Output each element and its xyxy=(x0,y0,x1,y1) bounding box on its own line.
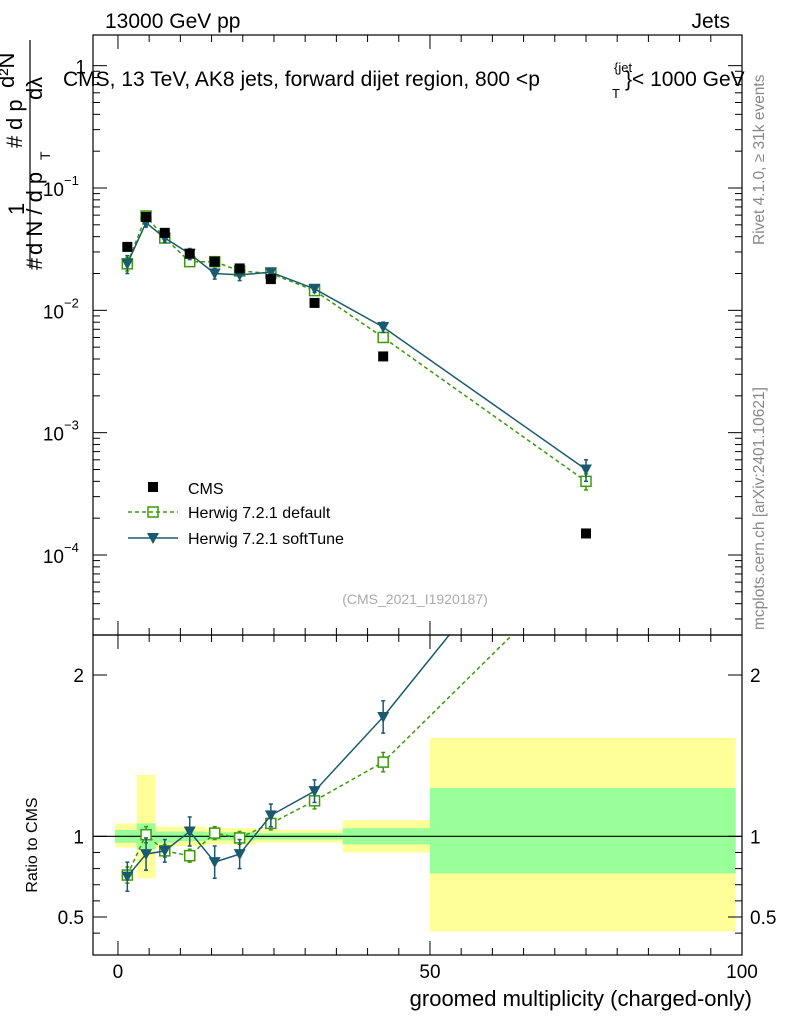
svg-text:T: T xyxy=(37,151,53,160)
plot-title-end: }< 1000 GeV xyxy=(625,68,745,91)
ratio-y-ticks xyxy=(93,674,742,934)
point-softtune xyxy=(377,322,390,334)
legend-default-label: Herwig 7.2.1 default xyxy=(188,505,331,522)
point-cms xyxy=(141,211,152,222)
legend-item-cms: CMS xyxy=(148,481,224,498)
svg-text:d p: d p xyxy=(2,99,27,130)
plot-title-main: CMS, 13 TeV, AK8 jets, forward dijet reg… xyxy=(63,68,540,91)
point-softtune xyxy=(208,268,221,280)
point-cms xyxy=(184,248,195,259)
ratio-y-tick-label-right: 0.5 xyxy=(750,908,776,929)
point-softtune xyxy=(264,267,277,279)
point-softtune xyxy=(233,849,246,861)
point-cms xyxy=(580,528,591,539)
point-softtune xyxy=(121,258,134,270)
svg-text:−3: −3 xyxy=(64,418,79,433)
series-line-softtune xyxy=(126,221,587,471)
plot-title-sub: T xyxy=(612,86,620,101)
analysis-label: (CMS_2021_I1920187) xyxy=(342,591,488,607)
point-softtune xyxy=(140,849,153,861)
svg-text:10: 10 xyxy=(43,180,64,201)
band-inner xyxy=(429,787,736,874)
point-softtune xyxy=(579,464,592,476)
point-softtune xyxy=(121,871,134,883)
legend-item-softtune: Herwig 7.2.1 softTune xyxy=(128,531,344,548)
ratio-y-tick-label-left: 1 xyxy=(73,827,84,848)
svg-text:−4: −4 xyxy=(64,540,79,555)
svg-text:#: # xyxy=(22,257,47,270)
svg-text:1: 1 xyxy=(4,203,29,215)
plot-title-sup: {jet xyxy=(614,60,632,75)
rivet-label: Rivet 4.1.0, ≥ 31k events xyxy=(751,74,768,245)
ratio-y-tick-label-right: 1 xyxy=(750,827,761,848)
svg-text:1: 1 xyxy=(75,58,86,79)
svg-text:d N / d p: d N / d p xyxy=(22,172,47,255)
legend-item-default: Herwig 7.2.1 default xyxy=(128,505,331,522)
series-line-default xyxy=(126,214,587,482)
svg-text:d²N: d²N xyxy=(0,53,19,88)
main-y-axis-label: # d N / d p T 1 # d p d²N dλ xyxy=(0,40,53,270)
point-cms xyxy=(378,351,389,362)
ratio-y-tick-label-left: 0.5 xyxy=(58,908,84,929)
main-y-tick-label: 1 xyxy=(75,58,86,79)
point-cms xyxy=(234,263,245,274)
svg-text:#: # xyxy=(2,135,27,148)
point-default xyxy=(377,756,389,768)
band-inner xyxy=(155,831,175,843)
main-y-tick-label: 10 −2 xyxy=(43,295,79,323)
main-y-tick-label: 10 −4 xyxy=(43,540,79,568)
point-softtune xyxy=(208,857,221,869)
main-data xyxy=(121,210,592,539)
svg-text:10: 10 xyxy=(43,425,64,446)
x-tick-label: 0 xyxy=(113,962,124,983)
x-axis-label: groomed multiplicity (charged-only) xyxy=(410,986,752,1011)
point-default xyxy=(208,827,221,839)
header-left-label: 13000 GeV pp xyxy=(105,10,240,33)
point-softtune xyxy=(377,711,390,723)
x-tick-label: 100 xyxy=(726,962,758,983)
legend-cms-label: CMS xyxy=(188,481,224,498)
point-cms xyxy=(265,274,276,285)
legend: CMS Herwig 7.2.1 default Herwig 7.2.1 so… xyxy=(128,481,344,548)
point-default xyxy=(581,557,591,567)
series-line-default xyxy=(126,635,514,876)
header-right-label: Jets xyxy=(691,10,730,33)
point-softtune xyxy=(158,845,171,857)
point-softtune xyxy=(308,283,321,295)
point-default xyxy=(183,849,196,862)
point-softtune xyxy=(183,826,196,838)
ratio-bands xyxy=(114,737,736,932)
svg-text:−1: −1 xyxy=(64,173,79,188)
main-y-tick-label: 10 −1 xyxy=(43,173,79,201)
legend-softtune-label: Herwig 7.2.1 softTune xyxy=(188,531,344,548)
point-cms xyxy=(209,256,220,267)
svg-text:10: 10 xyxy=(43,547,64,568)
ratio-y-label: Ratio to CMS xyxy=(24,797,41,892)
point-cms xyxy=(309,297,320,308)
mcplots-label: mcplots.cern.ch [arXiv:2401.10621] xyxy=(751,387,768,630)
series-line-softtune xyxy=(126,635,451,878)
ratio-data xyxy=(121,557,591,892)
svg-text:10: 10 xyxy=(43,302,64,323)
ratio-y-tick-label-left: 2 xyxy=(73,666,84,687)
point-cms xyxy=(122,241,133,252)
main-y-tick-label: 10 −3 xyxy=(43,418,79,446)
main-y-ticks xyxy=(93,65,742,620)
svg-text:dλ: dλ xyxy=(22,77,47,100)
point-default xyxy=(377,331,389,344)
ratio-plot: 0.5 0.5 1 1 2 2 0 50 100 xyxy=(58,557,776,983)
point-softtune xyxy=(264,810,277,822)
plot-title: CMS, 13 TeV, AK8 jets, forward dijet reg… xyxy=(63,60,745,101)
svg-text:−2: −2 xyxy=(64,295,79,310)
x-tick-label: 50 xyxy=(419,962,440,983)
ratio-y-tick-label-right: 2 xyxy=(750,666,761,687)
ratio-frame xyxy=(92,634,743,956)
point-cms xyxy=(159,227,170,238)
point-softtune xyxy=(308,786,321,798)
main-plot: 10 −410 −310 −210 −11 xyxy=(43,34,743,636)
